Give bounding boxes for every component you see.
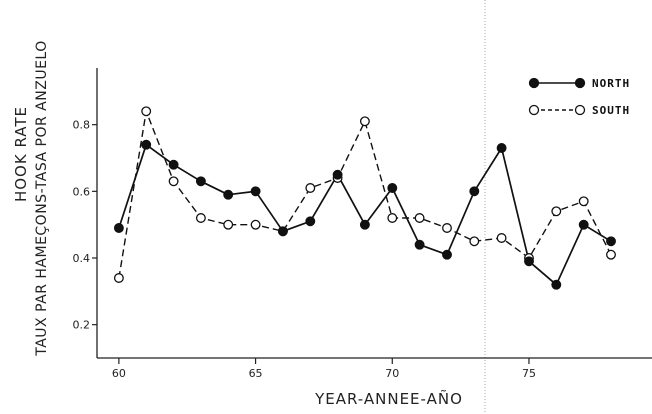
legend-south-label: SOUTH <box>592 104 630 117</box>
data-point-south <box>551 206 562 217</box>
data-point-south <box>223 219 234 230</box>
data-point-south <box>469 236 480 247</box>
data-point-north <box>223 189 234 200</box>
x-tick-label: 70 <box>385 367 399 380</box>
data-point-north <box>387 183 398 193</box>
data-point-north <box>113 223 124 233</box>
data-point-south <box>168 176 179 187</box>
data-point-north <box>496 143 507 153</box>
series-markers <box>113 106 616 290</box>
data-point-north <box>332 169 343 180</box>
series-lines <box>118 110 612 286</box>
data-point-north <box>414 239 425 250</box>
x-tick-label: 65 <box>249 367 263 380</box>
legend-north-marker-right <box>574 77 586 89</box>
x-axis-title: YEAR-ANNEE-AÑO <box>314 389 463 408</box>
legend-item-south: SOUTH <box>528 104 630 117</box>
y-tick-label: 0.2 <box>73 319 91 332</box>
data-point-north <box>168 159 179 170</box>
data-point-north <box>305 216 316 227</box>
y-tick-label: 0.4 <box>73 252 91 265</box>
y-axis-title-line1: HOOK RATE <box>12 106 30 202</box>
data-point-north <box>195 176 206 187</box>
data-point-north <box>469 186 480 197</box>
legend-north-marker-left <box>528 77 540 89</box>
series-line-north <box>118 143 612 286</box>
x-tick-label: 60 <box>112 367 126 380</box>
data-point-north <box>578 219 589 230</box>
y-axis-title-line2: TAUX PAR HAMEÇONS-TASA POR ANZUELO <box>34 40 50 357</box>
data-point-north <box>524 256 534 267</box>
legend-south-marker-left <box>528 104 540 116</box>
legend-item-north: NORTH <box>528 77 630 90</box>
data-point-south <box>359 116 370 127</box>
data-point-south <box>442 223 452 233</box>
legend: NORTH SOUTH <box>528 77 630 117</box>
data-point-south <box>414 213 425 223</box>
x-tick-label: 75 <box>522 367 536 380</box>
legend-south-marker-right <box>574 104 586 116</box>
data-point-south <box>141 106 152 117</box>
data-point-south <box>195 213 206 223</box>
data-point-north <box>250 186 261 197</box>
data-point-north <box>442 249 452 260</box>
data-point-south <box>387 213 398 223</box>
data-point-north <box>606 236 616 247</box>
data-point-north <box>277 226 288 237</box>
data-point-south <box>305 183 316 193</box>
data-point-south <box>496 233 507 243</box>
axis-ticks: 60 65 70 75 0.2 0.4 0.6 0.8 <box>73 119 536 380</box>
legend-north-label: NORTH <box>592 77 630 90</box>
data-point-south <box>606 249 616 260</box>
y-tick-label: 0.8 <box>73 119 91 132</box>
data-point-north <box>551 279 562 290</box>
series-line-south <box>118 110 612 279</box>
data-point-north <box>141 139 152 150</box>
data-point-south <box>113 273 124 283</box>
data-point-south <box>578 196 589 207</box>
data-point-north <box>359 219 370 230</box>
y-tick-label: 0.6 <box>73 185 91 198</box>
data-point-south <box>250 219 261 230</box>
